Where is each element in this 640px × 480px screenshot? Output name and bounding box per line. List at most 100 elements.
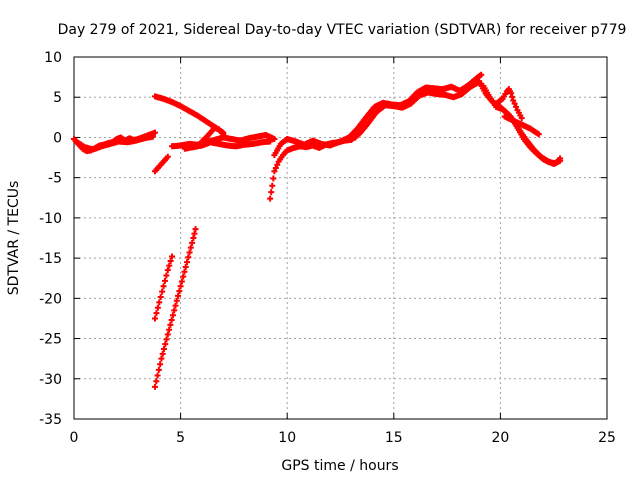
y-axis-label: SDTVAR / TECUs [6,181,22,296]
data-point-marker [176,288,183,295]
data-point-marker [269,182,276,189]
y-tick-label: 5 [53,90,62,106]
data-point-marker [153,378,160,385]
data-point-marker [153,310,160,317]
data-series-trace [198,124,227,145]
data-series-trace [152,253,176,322]
data-point-marker [160,283,167,290]
x-tick-label: 25 [598,430,616,446]
data-point-marker [162,341,169,348]
data-point-marker [157,293,164,300]
data-point-marker [187,244,194,251]
data-series-trace [73,133,156,153]
data-point-marker [509,93,516,100]
axis-ticks: 0 5 10 15 20 25 -35 -30 -25 -20 -15 -10 -5 0 5 10 [39,50,616,446]
data-point-marker [155,366,162,373]
data-point-marker [164,153,171,160]
data-point-marker [156,299,163,306]
data-point-marker [168,317,175,324]
y-tick-label: 10 [44,50,62,66]
data-point-marker [271,168,278,175]
y-tick-label: -20 [39,291,62,307]
data-point-marker [154,372,161,379]
data-point-marker [163,272,170,279]
grid [74,57,607,419]
data-point-marker [175,292,182,299]
data-point-marker [535,131,542,138]
data-point-marker [157,361,164,368]
y-tick-label: -15 [39,251,62,267]
data-point-marker [160,346,167,353]
data-point-marker [267,138,274,145]
x-axis-label: GPS time / hours [281,458,398,474]
data-point-marker [192,226,199,233]
data-point-marker [510,97,517,104]
data-point-marker [173,297,180,304]
data-point-marker [159,288,166,295]
data-point-marker [169,312,176,319]
data-point-marker [167,258,174,265]
y-tick-label: 0 [53,130,62,146]
data-point-marker [508,90,515,97]
data-point-marker [171,307,178,314]
data-series-trace [493,86,525,122]
data-point-marker [511,100,518,107]
y-tick-label: -5 [48,171,62,187]
data-series-trace [181,138,274,152]
data-point-marker [180,273,187,280]
x-tick-label: 0 [70,430,79,446]
data-point-marker [152,383,159,390]
data-point-marker [149,133,156,140]
data-series-trace [152,153,171,175]
data-point-marker [167,321,174,328]
data-series-trace [152,226,199,390]
data-point-marker [191,230,198,237]
data-point-marker [164,267,171,274]
x-tick-label: 20 [491,430,509,446]
data-point-marker [163,336,170,343]
data-point-marker [152,315,159,322]
data-series [71,71,564,390]
data-point-marker [186,249,193,256]
data-point-marker [178,278,185,285]
data-point-marker [185,254,192,261]
data-point-marker [271,136,278,143]
data-point-marker [181,268,188,275]
data-point-marker [274,161,281,168]
data-point-marker [182,263,189,270]
data-point-marker [166,326,173,333]
data-point-marker [478,71,485,78]
data-series-trace [348,78,483,143]
data-point-marker [270,175,277,182]
data-point-marker [190,235,197,241]
y-tick-label: -35 [39,412,62,428]
data-point-marker [154,304,161,311]
data-point-marker [172,302,179,309]
data-point-marker [513,103,520,110]
data-point-marker [152,129,159,136]
data-point-marker [161,277,168,284]
chart-title: Day 279 of 2021, Sidereal Day-to-day VTE… [58,22,627,38]
data-point-marker [189,239,196,246]
x-tick-label: 10 [278,430,296,446]
y-tick-label: -30 [39,372,62,388]
data-point-marker [268,189,275,196]
data-point-marker [220,131,227,138]
data-point-marker [158,355,165,362]
y-tick-label: -25 [39,332,62,348]
data-point-marker [518,115,525,122]
data-point-marker [557,157,564,164]
y-tick-label: -10 [39,211,62,227]
data-point-marker [267,195,274,202]
data-series-trace [501,113,542,138]
x-tick-label: 5 [176,430,185,446]
data-point-marker [159,350,166,357]
plot-frame [73,56,608,420]
data-point-marker [166,262,173,269]
data-point-marker [169,253,176,260]
data-point-marker [164,331,171,338]
data-point-marker [272,165,279,172]
x-tick-label: 15 [385,430,403,446]
data-point-marker [183,259,190,266]
